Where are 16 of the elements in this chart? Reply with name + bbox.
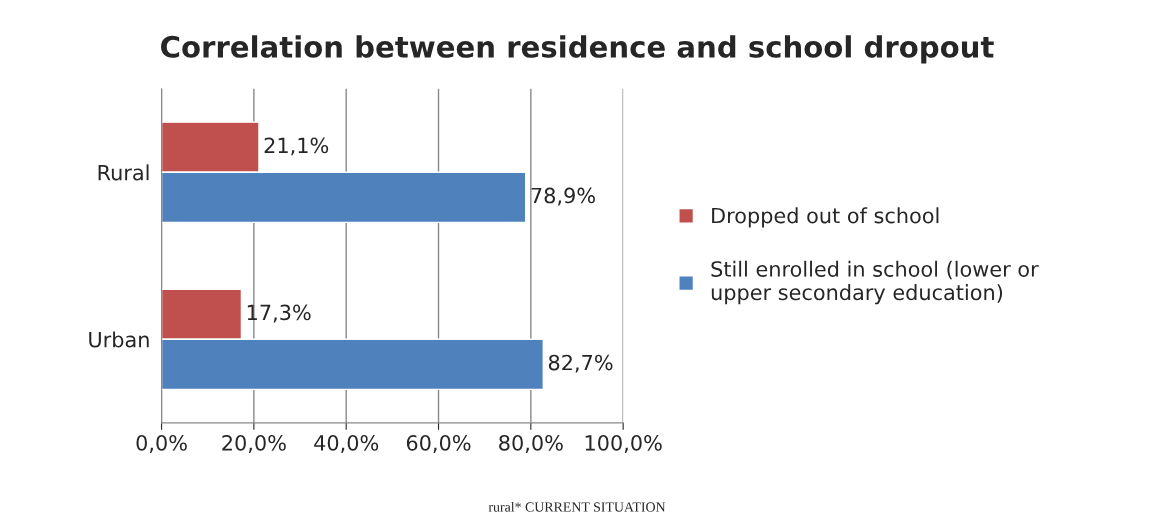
x-tick-label: 20,0% (222, 434, 286, 453)
x-tick-label: 0,0% (136, 434, 187, 453)
data-label: 78,9% (531, 187, 595, 206)
data-label: 82,7% (548, 354, 613, 373)
data-label: 17,3% (247, 304, 311, 323)
x-tick-label: 80,0% (499, 434, 563, 453)
x-tick-label: 60,0% (406, 434, 471, 453)
chart-title: Correlation between residence and school dropout (161, 35, 994, 64)
x-tick-label: 40,0% (314, 434, 379, 453)
data-label: 21,1% (264, 137, 329, 156)
y-tick-label: Rural (98, 164, 149, 181)
legend-label: Still enrolled in school (lower or upper secondary education) (711, 260, 1039, 305)
text: rural* CURRENT SITUATION (488, 501, 666, 512)
y-tick-label: Urban (89, 331, 149, 348)
legend-label: Dropped out of school (712, 207, 939, 228)
x-tick-label: 100,0% (585, 434, 662, 453)
